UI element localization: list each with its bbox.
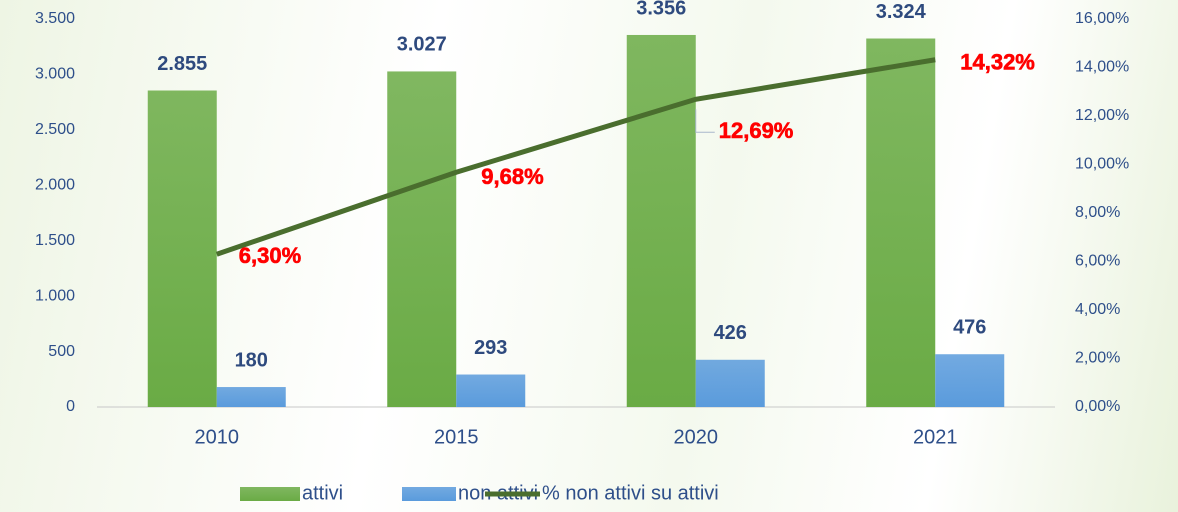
y-tick-label: 2.000 — [35, 177, 75, 194]
x-tick-label: 2020 — [674, 426, 719, 448]
data-label: 3.027 — [397, 34, 447, 56]
bar — [216, 387, 286, 407]
bar — [695, 359, 765, 407]
leader-line — [695, 109, 715, 133]
y2-tick-label: 10,00% — [1075, 156, 1129, 173]
bar — [147, 90, 217, 407]
y2-tick-label: 0,00% — [1075, 398, 1120, 415]
legend-label: % non attivi su attivi — [542, 482, 719, 504]
bar — [387, 71, 457, 407]
y-tick-label: 3.000 — [35, 66, 75, 83]
legend-swatch — [240, 487, 300, 501]
bar — [866, 38, 936, 407]
data-label: 180 — [235, 349, 268, 371]
y2-tick-label: 16,00% — [1075, 10, 1129, 27]
x-tick-label: 2010 — [195, 426, 240, 448]
x-tick-label: 2021 — [913, 426, 958, 448]
y2-tick-label: 4,00% — [1075, 301, 1120, 318]
bar — [935, 354, 1005, 407]
y2-tick-label: 8,00% — [1075, 204, 1120, 221]
data-label: 3.356 — [636, 0, 686, 19]
y-tick-label: 500 — [48, 343, 75, 360]
data-label: 14,32% — [960, 50, 1035, 75]
y2-tick-label: 14,00% — [1075, 59, 1129, 76]
y2-tick-label: 6,00% — [1075, 253, 1120, 270]
data-label: 476 — [953, 317, 986, 339]
data-label: 3.324 — [876, 1, 927, 23]
y-tick-label: 3.500 — [35, 10, 75, 27]
y-tick-label: 2.500 — [35, 121, 75, 138]
y-tick-label: 1.000 — [35, 287, 75, 304]
x-tick-label: 2015 — [434, 426, 479, 448]
data-label: 426 — [714, 322, 747, 344]
y2-tick-label: 2,00% — [1075, 350, 1120, 367]
bar — [456, 374, 526, 407]
line — [215, 57, 936, 257]
data-label: 2.855 — [157, 53, 207, 75]
data-label: 6,30% — [239, 243, 301, 268]
legend-label: attivi — [302, 482, 343, 504]
y-tick-label: 1.500 — [35, 232, 75, 249]
y-tick-label: 0 — [66, 398, 75, 415]
bar — [626, 34, 696, 407]
data-label: 12,69% — [719, 118, 794, 143]
data-label: 9,68% — [481, 164, 543, 189]
y2-tick-label: 12,00% — [1075, 107, 1129, 124]
data-label: 293 — [474, 337, 507, 359]
legend-swatch — [402, 487, 456, 501]
